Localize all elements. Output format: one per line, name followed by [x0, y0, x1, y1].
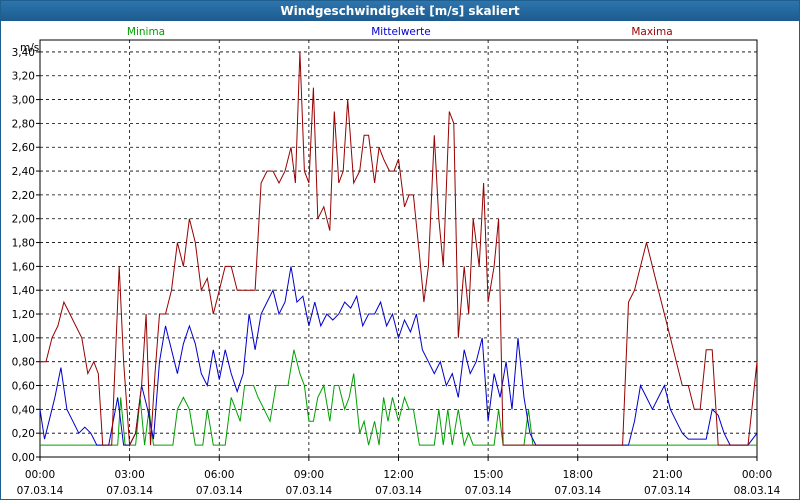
series-line-maxima: [40, 51, 758, 447]
y-tick-label: 1,60: [12, 261, 35, 273]
y-tick-label: 3,20: [12, 71, 35, 83]
plot-area: [39, 39, 758, 458]
x-tick-date: 07.03.14: [285, 485, 332, 497]
x-tick-time: 00:00: [742, 469, 772, 481]
series-lines: [39, 51, 758, 448]
x-tick-date: 08.03.14: [734, 485, 781, 497]
y-tick-label: 0,80: [12, 357, 35, 369]
x-tick-date: 07.03.14: [196, 485, 243, 497]
x-tick-labels: 00:00 07.03.14 03:00 07.03.14 06:00 07.03.14 0…: [17, 457, 781, 497]
y-tick-label: 1,00: [12, 333, 35, 345]
y-tick-label: 0,60: [12, 381, 35, 393]
series-line-mittelwerte: [39, 266, 758, 446]
x-tick-time: 03:00: [114, 469, 144, 481]
y-tick-label: 2,60: [12, 142, 35, 154]
y-tick-label: 1,40: [12, 285, 35, 297]
y-tick-label: 2,20: [12, 190, 35, 202]
x-tick-date: 07.03.14: [644, 485, 691, 497]
x-tick-date: 07.03.14: [375, 485, 422, 497]
x-tick-time: 09:00: [294, 469, 324, 481]
legend-entry-mittelwerte: Mittelwerte: [371, 26, 431, 38]
y-tick-label: 2,40: [12, 166, 35, 178]
x-tick-time: 00:00: [25, 469, 55, 481]
y-tick-label: 1,20: [12, 309, 35, 321]
y-tick-label: 0,40: [12, 404, 35, 416]
x-tick-time: 06:00: [204, 469, 234, 481]
series-line-minima: [40, 349, 757, 448]
x-tick-time: 15:00: [473, 469, 503, 481]
y-tick-label: 0,20: [12, 428, 35, 440]
y-axis-label: m/s: [20, 42, 39, 54]
legend-entry-minima: Minima: [127, 26, 165, 38]
x-tick-time: 12:00: [383, 469, 413, 481]
y-tick-label: 3,40: [12, 47, 35, 59]
legend: Minima Mittelwerte Maxima: [127, 26, 673, 38]
y-tick-label: 0,00: [12, 452, 35, 464]
y-tick-label: 2,00: [12, 214, 35, 226]
chart-title: Windgeschwindigkeit [m/s] skaliert: [1, 1, 799, 21]
x-tick-time: 21:00: [652, 469, 682, 481]
legend-entry-maxima: Maxima: [631, 26, 672, 38]
y-tick-label: 2,80: [12, 118, 35, 130]
x-tick-date: 07.03.14: [554, 485, 601, 497]
x-tick-date: 07.03.14: [465, 485, 512, 497]
x-tick-date: 07.03.14: [106, 485, 153, 497]
y-tick-labels: 0,00 0,20 0,40 0,60 0,80 1,00 1,20 1,40 1,60 1,80…: [12, 47, 40, 464]
x-tick-date: 07.03.14: [17, 485, 64, 497]
x-tick-time: 18:00: [563, 469, 593, 481]
y-tick-label: 1,80: [12, 238, 35, 250]
y-tick-label: 3,00: [12, 95, 35, 107]
